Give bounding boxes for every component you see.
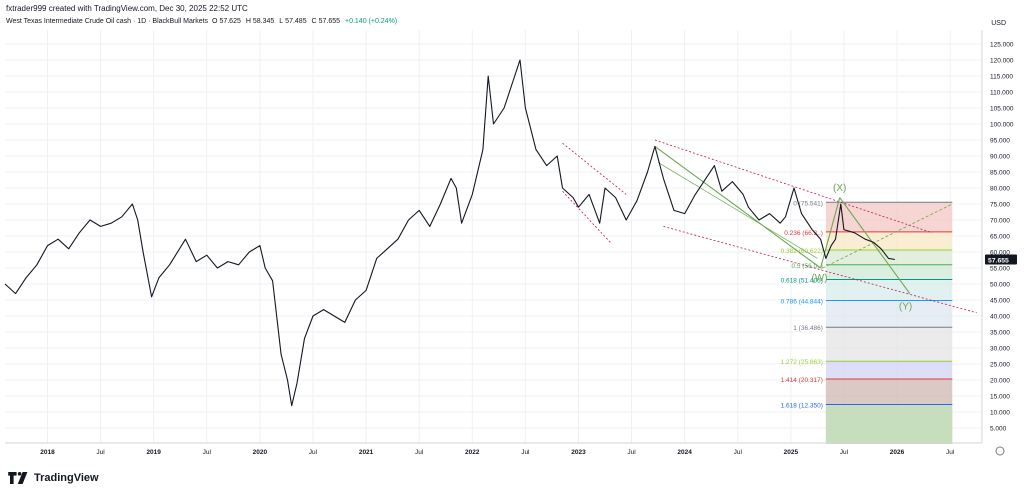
channel-line <box>654 139 933 234</box>
x-tick-label: Jul <box>946 449 955 456</box>
fib-zone <box>825 300 953 328</box>
x-tick-label: Jul <box>734 449 743 456</box>
y-tick-label: 80.000 <box>990 186 1010 193</box>
chart-attribution: fxtrader999 created with TradingView.com… <box>6 4 248 13</box>
x-tick-label: 2023 <box>571 449 586 456</box>
y-tick-label: 60.000 <box>990 250 1010 257</box>
high-label: H <box>245 18 251 25</box>
y-tick-label: 65.000 <box>990 234 1010 241</box>
y-tick-label: 90.000 <box>990 154 1010 161</box>
fib-level-label: 0 (75.541) <box>793 200 823 207</box>
footer: TradingView <box>8 470 99 486</box>
x-tick-label: Jul <box>203 449 212 456</box>
fib-level-label: 1.414 (20.317) <box>781 377 823 384</box>
open-value: 57.625 <box>219 18 241 25</box>
open-label: O <box>212 18 218 25</box>
wave-line <box>839 197 911 294</box>
x-tick-label: 2024 <box>677 449 692 456</box>
price-series-line <box>4 59 895 407</box>
last-price-badge <box>985 254 1017 265</box>
y-tick-label: 115.000 <box>990 74 1013 81</box>
x-tick-label: 2021 <box>359 449 374 456</box>
wave-label: (W) <box>811 273 827 284</box>
close-label: C <box>311 18 317 25</box>
y-tick-label: 95.000 <box>990 138 1010 145</box>
y-tick-label: 45.000 <box>990 298 1010 305</box>
fib-zone <box>825 378 953 405</box>
fib-zone <box>825 404 953 444</box>
y-tick-label: 20.000 <box>990 378 1010 385</box>
close-value: 57.655 <box>318 18 341 25</box>
high-value: 58.345 <box>252 18 275 25</box>
y-tick-label: 10.000 <box>990 410 1010 417</box>
fib-level-label: 1 (36.486) <box>793 325 823 332</box>
x-tick-label: Jul <box>309 449 318 456</box>
fib-zone <box>825 264 953 280</box>
fib-zone <box>825 231 953 251</box>
y-tick-label: 25.000 <box>990 362 1010 369</box>
y-tick-label: 110.000 <box>990 90 1013 97</box>
fib-level-label: 0.382 (60.622) <box>781 248 823 255</box>
x-tick-label: 2022 <box>465 449 480 456</box>
fib-zone <box>825 327 953 362</box>
x-tick-label: Jul <box>627 449 636 456</box>
y-tick-label: 100.000 <box>990 122 1014 129</box>
x-tick-label: Jul <box>415 449 424 456</box>
fib-level-label: 1.618 (12.350) <box>781 402 823 409</box>
wave-label: (X) <box>833 183 846 194</box>
y-tick-label: 55.000 <box>990 266 1010 273</box>
wave-line <box>657 162 818 259</box>
y-tick-label: 50.000 <box>990 282 1010 289</box>
wave-label: (Y) <box>899 302 912 313</box>
fib-level-label: 1.272 (25.863) <box>781 359 823 366</box>
footer-brand[interactable]: TradingView <box>34 472 99 484</box>
currency-label: USD <box>991 20 1006 27</box>
y-tick-label: 120.000 <box>990 58 1014 65</box>
y-tick-label: 70.000 <box>990 218 1010 225</box>
y-tick-label: 5.000 <box>990 426 1007 433</box>
y-tick-label: 40.000 <box>990 314 1010 321</box>
symbol-name: West Texas Intermediate Crude Oil cash ·… <box>6 18 209 25</box>
low-label: L <box>279 18 284 25</box>
x-tick-label: 2026 <box>890 449 905 456</box>
channel-line <box>562 142 627 195</box>
x-tick-label: 2018 <box>40 449 55 456</box>
x-tick-label: 2025 <box>784 449 799 456</box>
y-tick-label: 85.000 <box>990 170 1010 177</box>
y-tick-label: 75.000 <box>990 202 1010 209</box>
wave-line <box>820 197 841 269</box>
x-tick-label: 2020 <box>253 449 268 456</box>
y-tick-label: 125.000 <box>990 42 1014 49</box>
projection-line <box>822 203 953 269</box>
y-tick-label: 15.000 <box>990 394 1010 401</box>
x-tick-label: 2019 <box>146 449 161 456</box>
symbol-info: West Texas Intermediate Crude Oil cash ·… <box>6 18 399 25</box>
fib-zone <box>825 202 953 232</box>
y-tick-label: 35.000 <box>990 330 1010 337</box>
x-tick-label: Jul <box>840 449 849 456</box>
last-price-label: 57.655 <box>988 258 1009 265</box>
fib-level-label: 0.236 (66.3..) <box>784 230 823 237</box>
low-value: 57.485 <box>285 18 307 25</box>
x-tick-label: Jul <box>96 449 105 456</box>
fib-level-label: 0.786 (44.844) <box>781 298 823 305</box>
settings-icon[interactable] <box>995 446 1005 456</box>
y-tick-label: 30.000 <box>990 346 1010 353</box>
tradingview-logo-icon <box>8 472 28 484</box>
fib-zone <box>825 279 953 301</box>
x-tick-label: Jul <box>521 449 530 456</box>
fib-level-label: 0.618 (51.405) <box>781 278 823 285</box>
change-value: +0.140 (+0.24%) <box>344 18 398 25</box>
y-tick-label: 105.000 <box>990 106 1014 113</box>
fib-zone <box>825 361 953 379</box>
wave-line <box>654 145 821 269</box>
fib-zone <box>825 250 953 265</box>
